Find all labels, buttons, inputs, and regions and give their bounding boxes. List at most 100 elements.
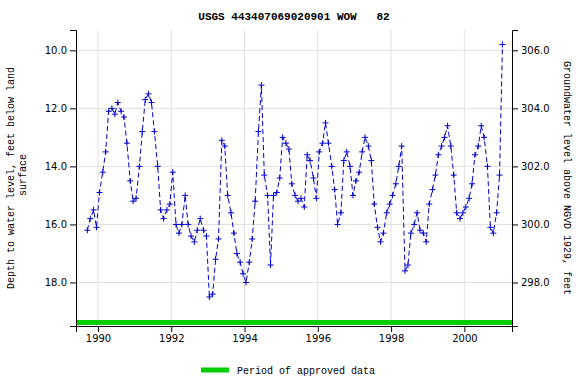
point-marker [164,207,170,213]
point-marker [457,216,463,222]
point-marker [112,111,118,117]
tick-label: 1994 [232,333,257,344]
point-marker [219,137,225,143]
point-marker [295,198,301,204]
grid [76,30,512,326]
point-marker [472,152,478,158]
tick: 1998 [379,326,404,344]
legend-label: Period of approved data [237,366,375,377]
tick-label: 16.0 [45,219,67,230]
point-marker [353,178,359,184]
point-marker [109,105,115,111]
point-marker [499,42,505,48]
tick-mark [70,50,76,51]
tick-mark [512,224,518,225]
point-marker [487,224,493,230]
grid-line-x [97,30,98,326]
point-marker [335,221,341,227]
point-marker [194,227,200,233]
x-axis: 199019921994199619982000 [77,326,513,344]
point-marker [310,175,316,181]
tick-mark [70,282,76,283]
axis-line [70,31,77,327]
point-marker [115,100,121,106]
point-marker [206,294,212,300]
point-marker [387,201,393,207]
point-marker [243,279,249,285]
point-marker [329,163,335,169]
tick-label: 18.0 [45,277,67,288]
tick: 1996 [306,326,331,344]
tick: 306.0 [512,45,550,56]
point-marker [139,129,145,135]
tick-label: 12.0 [45,103,67,114]
y-axis-title: Depth to water level, feet below land su… [6,67,29,289]
y2-axis-title: Groundwater level above NGVD 1929, feet [561,61,572,295]
point-marker [396,163,402,169]
point-marker [341,158,347,164]
tick-mark [512,166,518,167]
tick: 302.0 [512,161,550,172]
tick-mark [512,50,518,51]
point-marker [405,262,411,268]
point-marker [96,190,102,196]
point-marker [359,149,365,155]
point-marker [411,221,417,227]
y2-axis: 298.0300.0302.0304.0306.0 [512,31,550,327]
point-marker [320,140,326,146]
tick: 300.0 [512,219,550,230]
tick-label: 298.0 [521,277,550,288]
tick-label: 300.0 [521,219,550,230]
point-marker [380,230,386,236]
point-marker [350,192,356,198]
tick-label: 1990 [86,333,111,344]
tick-mark [98,326,99,332]
tick: 18.0 [45,277,76,288]
point-marker [347,163,353,169]
point-marker [304,152,310,158]
plot: 19901992199419961998200010.012.014.016.0… [45,30,550,344]
point-marker [261,172,267,178]
point-marker [371,201,377,207]
point-marker [356,169,362,175]
point-marker [316,149,322,155]
point-marker [127,178,133,184]
point-marker [442,134,448,140]
point-marker [148,100,154,106]
grid-line-x [171,30,172,326]
point-marker [466,195,472,201]
tick-mark [245,326,246,332]
point-marker [249,236,255,242]
point-marker [270,192,276,198]
grid-line-y [76,108,512,109]
tick-mark [512,282,518,283]
point-marker [234,250,240,256]
point-marker [298,195,304,201]
point-marker [167,201,173,207]
tick-label: 302.0 [521,161,550,172]
point-marker [133,195,139,201]
point-marker [368,158,374,164]
point-marker [240,271,246,277]
tick-label: 14.0 [45,161,67,172]
tick: 2000 [452,326,477,344]
point-marker [146,91,152,97]
point-marker [313,195,319,201]
point-marker [289,181,295,187]
point-marker [173,221,179,227]
point-marker [408,230,414,236]
point-marker [170,169,176,175]
point-marker [344,149,350,155]
point-marker [332,187,338,193]
point-marker [151,129,157,135]
point-marker [362,134,368,140]
point-marker [451,172,457,178]
point-marker [121,114,127,120]
point-marker [432,172,438,178]
point-marker [246,259,252,265]
tick-label: 10.0 [45,45,67,56]
point-marker [365,143,371,149]
point-marker [478,123,484,129]
point-marker [268,262,274,268]
approved-period-bar [76,320,512,325]
